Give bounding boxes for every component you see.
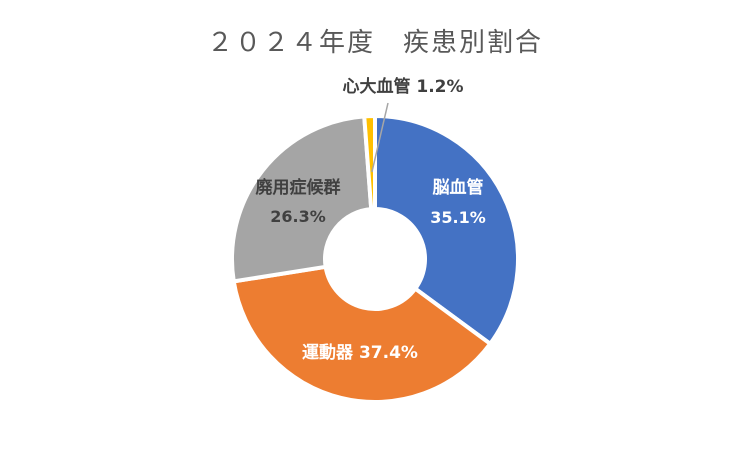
label-disuse-category: 廃用症候群 <box>256 177 341 198</box>
chart-title: ２０２４年度 疾患別割合 <box>206 28 543 58</box>
slice-brain <box>373 113 520 347</box>
slice-cardio <box>362 113 377 212</box>
label-brain-category: 脳血管 <box>433 177 484 198</box>
slice-disuse <box>230 114 374 284</box>
label-locomotor: 運動器 37.4% <box>302 342 418 363</box>
slice-locomotor <box>231 264 493 404</box>
leader-line-cardio <box>371 102 389 173</box>
label-cardio: 心大血管 1.2% <box>342 76 463 97</box>
label-disuse-value: 26.3% <box>270 207 326 226</box>
label-brain-value: 35.1% <box>430 208 486 227</box>
